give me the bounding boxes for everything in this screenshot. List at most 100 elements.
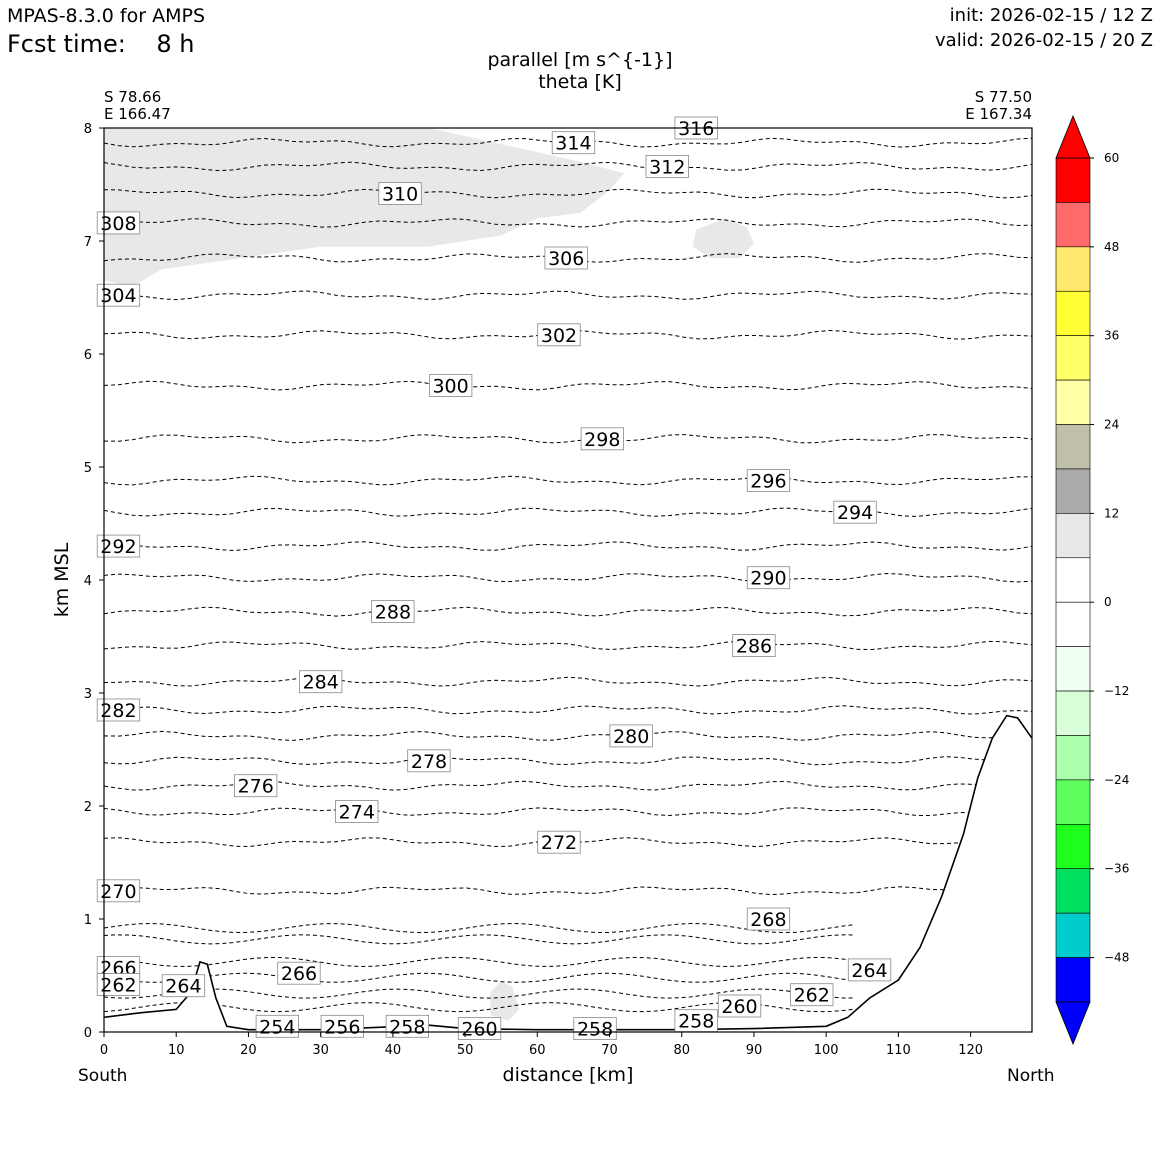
theta-label-278: 278 <box>411 751 447 773</box>
theta-label-300: 300 <box>432 376 468 398</box>
theta-contour-296 <box>104 475 1032 486</box>
theta-label-288: 288 <box>375 602 411 624</box>
start-lat: S 78.66 <box>104 88 162 106</box>
theta-label-low-266-box <box>277 961 321 985</box>
y-tick-label: 3 <box>84 687 92 702</box>
x-tick-label: 30 <box>312 1043 329 1058</box>
north-label: North <box>1007 1066 1055 1086</box>
theta-label-low-256: 256 <box>324 1016 360 1038</box>
forecast-time: Fcst time: 8 h <box>7 30 194 58</box>
theta-contour-302 <box>104 329 1032 340</box>
theta-label-296: 296 <box>750 471 786 493</box>
colorbar-label: −36 <box>1104 862 1129 876</box>
y-tick-label: 6 <box>84 348 92 363</box>
theta-label-310: 310 <box>382 184 418 206</box>
colorbar-bin--30 <box>1055 779 1091 825</box>
colorbar-label: 24 <box>1104 418 1119 432</box>
low-theta-contour <box>104 956 856 968</box>
x-tick-label: 70 <box>601 1043 618 1058</box>
theta-label-312: 312 <box>649 156 685 178</box>
theta-label-290-box <box>746 566 791 590</box>
colorbar-bin--54 <box>1055 957 1091 1003</box>
colorbar-bin--18 <box>1055 690 1091 736</box>
theta-label-low-264: 264 <box>851 960 887 982</box>
low-theta-contour <box>104 934 856 945</box>
theta-contour-284 <box>104 676 1032 687</box>
shade-low-blob <box>490 981 520 1021</box>
colorbar-bin-12 <box>1055 468 1091 514</box>
theta-contour-312 <box>104 161 1032 172</box>
low-theta-contour <box>104 972 856 983</box>
theta-label-270: 270 <box>100 881 136 903</box>
theta-label-low-264-box <box>161 974 206 998</box>
theta-label-306-box <box>544 246 588 270</box>
theta-label-low-260: 260 <box>721 996 757 1018</box>
theta-label-280: 280 <box>613 726 649 748</box>
colorbar-bin--12 <box>1055 646 1091 692</box>
theta-label-288-box <box>371 600 415 623</box>
theta-label-296-box <box>746 469 791 493</box>
theta-label-314: 314 <box>555 133 591 155</box>
colorbar-bin-42 <box>1055 246 1091 292</box>
y-tick-label: 8 <box>84 122 92 137</box>
theta-contour-290 <box>104 572 1032 583</box>
theta-label-low-258-box <box>573 1017 617 1040</box>
colorbar-bin-30 <box>1055 335 1091 381</box>
theta-label-310-box <box>378 182 422 205</box>
x-tick-label: 90 <box>746 1043 763 1058</box>
x-tick-label: 120 <box>958 1043 983 1058</box>
theta-contour-294 <box>104 507 1032 517</box>
colorbar-bin-0 <box>1055 557 1091 603</box>
colorbar-over-arrow <box>1055 114 1091 159</box>
theta-label-low-262-box <box>96 973 141 996</box>
y-tick-label: 4 <box>84 574 92 589</box>
theta-contour-278 <box>104 756 1032 766</box>
theta-label-298: 298 <box>584 429 620 451</box>
colorbar-bin-54 <box>1055 157 1091 203</box>
theta-label-274: 274 <box>339 802 375 824</box>
theta-contour-314 <box>104 137 1032 148</box>
theta-contour-272 <box>104 837 1032 848</box>
colorbar-bin-24 <box>1055 379 1091 425</box>
theta-label-low-264: 264 <box>165 976 201 998</box>
theta-label-294-box <box>833 500 877 524</box>
end-point-coords: S 77.50 E 167.34 <box>965 89 1032 123</box>
x-tick-label: 40 <box>385 1043 402 1058</box>
theta-contour-310 <box>104 188 1032 199</box>
valid-time: valid: 2026-02-15 / 20 Z <box>935 30 1153 51</box>
theta-contour-274 <box>104 807 1032 817</box>
low-theta-contour <box>104 922 856 934</box>
forecast-time-value: 8 h <box>156 30 195 58</box>
colorbar: 60 48 36 24 12 0 −12 −24 −36 −48 <box>1055 114 1129 1046</box>
chart-title-line-2: theta [K] <box>538 71 622 93</box>
theta-label-low-262: 262 <box>100 975 136 997</box>
theta-label-274-box <box>335 800 379 823</box>
y-tick-label: 2 <box>84 800 92 815</box>
theta-label-low-258: 258 <box>389 1016 425 1038</box>
end-lon: E 167.34 <box>965 105 1032 123</box>
colorbar-label: −48 <box>1104 951 1129 965</box>
theta-label-300-box <box>428 374 473 398</box>
x-tick-label: 100 <box>814 1043 839 1058</box>
start-point-coords: S 78.66 E 166.47 <box>104 89 171 123</box>
theta-label-low-316: 316 <box>678 118 714 140</box>
theta-contour-308 <box>104 218 1032 228</box>
colorbar-bin-36 <box>1055 290 1091 336</box>
colorbar-bin-18 <box>1055 424 1091 470</box>
shade-upper-shade <box>104 128 624 287</box>
x-tick-label: 80 <box>673 1043 690 1058</box>
y-tick-label: 1 <box>84 913 92 928</box>
theta-label-low-260-box <box>717 994 762 1018</box>
theta-label-low-260: 260 <box>461 1019 497 1041</box>
theta-label-low-264-box <box>847 958 892 982</box>
theta-label-282-box <box>96 698 141 722</box>
x-tick-label: 10 <box>168 1043 185 1058</box>
colorbar-label: 36 <box>1104 329 1119 343</box>
theta-label-low-260-box <box>457 1017 502 1040</box>
colorbar-bin--24 <box>1055 735 1091 781</box>
chart-title-line-1: parallel [m s^{-1}] <box>487 49 673 71</box>
theta-label-low-258: 258 <box>678 1011 714 1033</box>
theta-label-308: 308 <box>100 213 136 235</box>
theta-contour-280 <box>104 730 1032 741</box>
